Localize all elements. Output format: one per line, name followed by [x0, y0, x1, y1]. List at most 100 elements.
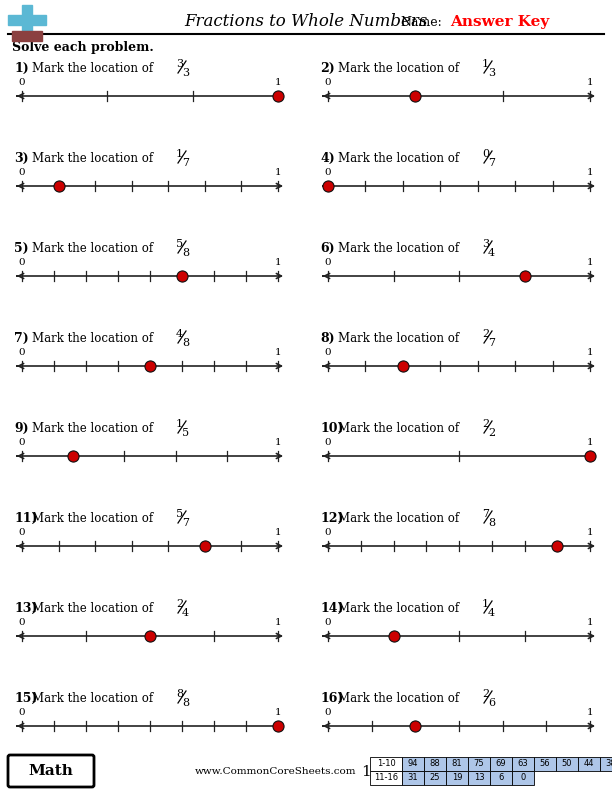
Text: 1-10: 1-10	[376, 760, 395, 768]
Bar	[446, 771, 468, 785]
Text: 94: 94	[408, 760, 418, 768]
Text: Answer Key: Answer Key	[450, 15, 549, 29]
Text: Mark the location of: Mark the location of	[338, 332, 459, 345]
Text: 2): 2)	[320, 62, 335, 74]
Text: 19: 19	[452, 774, 462, 782]
Text: 1: 1	[275, 78, 282, 87]
Text: 25: 25	[430, 774, 440, 782]
Bar	[490, 771, 512, 785]
Text: Name:: Name:	[400, 16, 442, 29]
Text: 1: 1	[275, 168, 282, 177]
Text: 3): 3)	[14, 151, 29, 165]
Bar	[512, 757, 534, 771]
Bar	[512, 771, 534, 785]
Bar	[490, 757, 512, 771]
Text: 1: 1	[275, 348, 282, 357]
Text: Mark the location of: Mark the location of	[338, 62, 459, 74]
Text: 15): 15)	[14, 691, 37, 705]
Text: Mark the location of: Mark the location of	[32, 151, 153, 165]
Text: 13): 13)	[14, 601, 37, 615]
Text: 0: 0	[19, 258, 25, 267]
Bar	[402, 771, 424, 785]
Bar	[468, 771, 490, 785]
Text: 0: 0	[325, 348, 331, 357]
Text: 2: 2	[482, 419, 489, 429]
Bar	[600, 757, 612, 771]
Bar	[578, 757, 600, 771]
Text: 16): 16)	[320, 691, 343, 705]
Text: 0: 0	[19, 168, 25, 177]
Text: Mark the location of: Mark the location of	[32, 332, 153, 345]
Bar	[402, 757, 424, 771]
Text: 8: 8	[182, 248, 189, 258]
Text: 0: 0	[19, 528, 25, 537]
Text: 6: 6	[498, 774, 504, 782]
Text: 2: 2	[482, 329, 489, 339]
Text: 8: 8	[488, 518, 495, 528]
Text: 0: 0	[325, 78, 331, 87]
Text: 56: 56	[540, 760, 550, 768]
Text: Mark the location of: Mark the location of	[338, 421, 459, 435]
Text: 3: 3	[488, 68, 495, 78]
Text: 5: 5	[176, 509, 183, 519]
Text: Solve each problem.: Solve each problem.	[12, 40, 154, 54]
Text: 1): 1)	[14, 62, 29, 74]
Text: 44: 44	[584, 760, 594, 768]
Text: 3: 3	[182, 68, 189, 78]
Text: 6): 6)	[320, 242, 335, 254]
Text: 69: 69	[496, 760, 506, 768]
Text: Mark the location of: Mark the location of	[338, 151, 459, 165]
Bar	[534, 757, 556, 771]
Text: Mark the location of: Mark the location of	[338, 601, 459, 615]
Text: 2: 2	[176, 599, 183, 609]
Text: 31: 31	[408, 774, 419, 782]
Text: 0: 0	[19, 618, 25, 627]
Text: 2: 2	[482, 689, 489, 699]
Text: 12): 12)	[320, 512, 343, 524]
Text: 9): 9)	[14, 421, 29, 435]
Text: 5: 5	[182, 428, 189, 438]
Text: Fractions to Whole Numbers: Fractions to Whole Numbers	[184, 13, 428, 31]
Text: 1: 1	[587, 348, 593, 357]
Text: 4: 4	[488, 248, 495, 258]
Bar	[556, 757, 578, 771]
Text: 1: 1	[587, 708, 593, 717]
Text: 4): 4)	[320, 151, 335, 165]
Text: Mark the location of: Mark the location of	[32, 421, 153, 435]
Text: 6: 6	[488, 698, 495, 708]
Text: 4: 4	[182, 608, 189, 618]
Bar	[22, 5, 32, 33]
Text: 7: 7	[488, 338, 495, 348]
Text: 1: 1	[176, 149, 183, 159]
Bar	[424, 757, 446, 771]
Text: 2: 2	[488, 428, 495, 438]
Text: 1: 1	[587, 168, 593, 177]
Text: 1: 1	[361, 765, 371, 779]
Text: 50: 50	[562, 760, 572, 768]
Text: 4: 4	[488, 608, 495, 618]
Text: Mark the location of: Mark the location of	[338, 691, 459, 705]
Bar	[8, 15, 46, 25]
Text: www.CommonCoreSheets.com: www.CommonCoreSheets.com	[195, 767, 357, 776]
Text: 0: 0	[325, 618, 331, 627]
Text: 7: 7	[482, 509, 489, 519]
Text: 63: 63	[518, 760, 528, 768]
Text: 38: 38	[606, 760, 612, 768]
Text: 1: 1	[275, 528, 282, 537]
Text: 5): 5)	[14, 242, 29, 254]
Text: 1: 1	[275, 618, 282, 627]
Text: 3: 3	[176, 59, 183, 69]
Bar	[468, 757, 490, 771]
Text: 0: 0	[325, 528, 331, 537]
Bar	[424, 771, 446, 785]
Text: 1: 1	[587, 78, 593, 87]
Text: 0: 0	[325, 258, 331, 267]
Text: 81: 81	[452, 760, 462, 768]
Text: 1: 1	[275, 438, 282, 447]
Text: Math: Math	[29, 764, 73, 778]
Text: 0: 0	[19, 78, 25, 87]
Text: 1: 1	[587, 618, 593, 627]
Text: Mark the location of: Mark the location of	[338, 512, 459, 524]
Text: 0: 0	[325, 168, 331, 177]
Text: 13: 13	[474, 774, 484, 782]
